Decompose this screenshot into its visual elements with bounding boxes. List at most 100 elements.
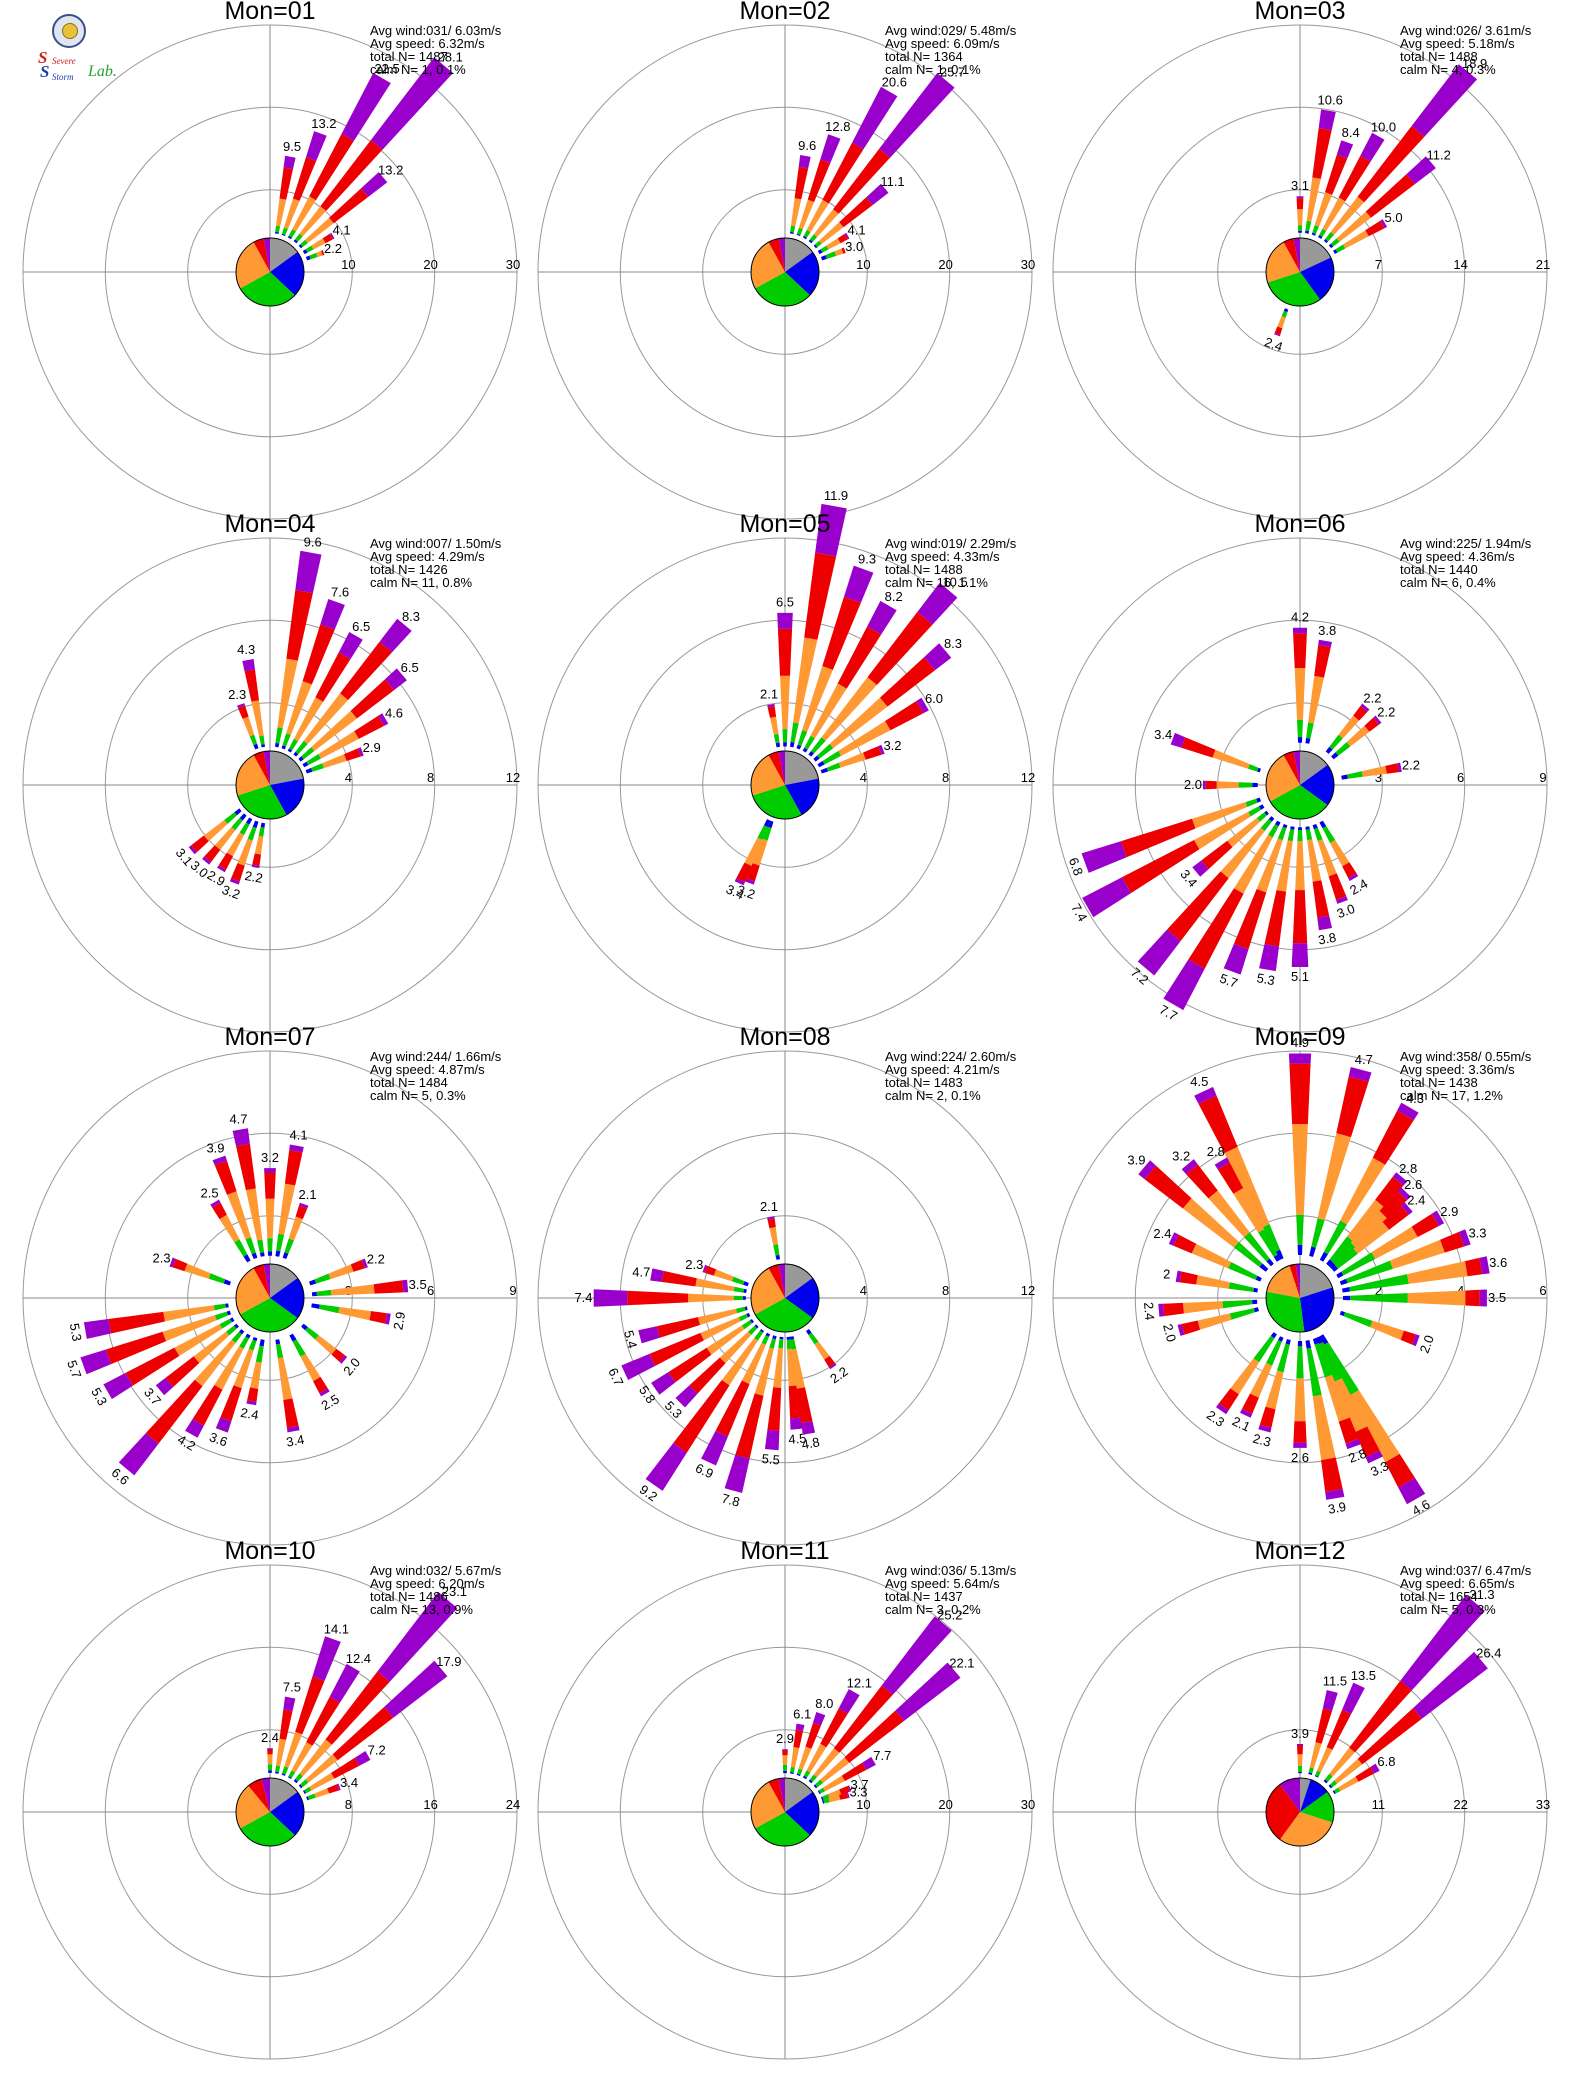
speed-bin-segment xyxy=(1314,1775,1319,1778)
speed-bin-segment xyxy=(1297,225,1303,231)
pie-slice xyxy=(1265,1784,1300,1840)
speed-bin-segment xyxy=(267,1251,273,1256)
speed-bin-segment xyxy=(261,744,265,748)
speed-bin-segment xyxy=(309,252,318,260)
panel-title: Mon=12 xyxy=(1254,1537,1345,1565)
speed-bin-segment xyxy=(757,825,768,840)
stats-line: calm N= 17, 1.2% xyxy=(1400,1088,1503,1103)
speed-bin-segment xyxy=(281,233,286,237)
speed-bin-segment xyxy=(275,1339,281,1345)
speed-bin-segment xyxy=(1177,1324,1185,1336)
direction-bar: 4.1 xyxy=(302,223,351,255)
speed-bin-segment xyxy=(145,1379,203,1444)
bar-value-label: 2.2 xyxy=(1402,757,1420,772)
speed-bin-segment xyxy=(237,838,253,866)
speed-bin-segment xyxy=(328,1264,354,1280)
direction-bar: 9.5 xyxy=(275,139,301,234)
speed-bin-segment xyxy=(1205,780,1217,790)
pie-slice xyxy=(750,242,785,289)
speed-bin-segment xyxy=(277,658,298,729)
bar-value-label: 2.2 xyxy=(244,868,264,886)
bar-value-label: 3.9 xyxy=(1127,1153,1145,1168)
speed-bin-segment xyxy=(361,172,388,197)
speed-bin-segment xyxy=(1283,308,1289,313)
speed-bin-segment xyxy=(1357,1708,1422,1765)
speed-bin-segment xyxy=(752,838,768,866)
speed-bin-segment xyxy=(1255,1275,1262,1282)
stats-line: calm N= 3, 0.2% xyxy=(885,1602,981,1617)
speed-bin-segment xyxy=(1266,1340,1282,1366)
pie-slice xyxy=(1265,1291,1305,1332)
speed-bin-segment xyxy=(767,1216,775,1220)
direction-bar: 13.2 xyxy=(281,116,337,237)
speed-bin-segment xyxy=(293,1779,299,1784)
speed-bin-segment xyxy=(1308,1767,1314,1774)
speed-bin-segment xyxy=(1336,140,1354,159)
speed-bin-segment xyxy=(284,1150,303,1186)
bar-value-label: 5.4 xyxy=(621,1329,640,1350)
speed-bin-segment xyxy=(1319,1334,1329,1345)
pie-slice xyxy=(270,778,305,815)
speed-bin-segment xyxy=(1333,249,1338,254)
speed-bin-segment xyxy=(244,669,259,702)
bar-value-label: 8.4 xyxy=(1342,125,1360,140)
speed-bin-segment xyxy=(839,1792,849,1800)
speed-bin-segment xyxy=(1365,1450,1383,1464)
direction-bar: 8.0 xyxy=(796,1696,833,1777)
speed-bin-segment xyxy=(808,751,814,757)
speed-bin-segment xyxy=(288,1216,303,1241)
speed-bin-segment xyxy=(713,1269,734,1282)
speed-bin-segment xyxy=(809,1774,817,1782)
speed-bin-segment xyxy=(192,1385,223,1426)
speed-bin-segment xyxy=(1349,1680,1412,1753)
speed-bin-segment xyxy=(1385,1453,1415,1488)
speed-bin-segment xyxy=(1336,1076,1369,1138)
speed-bin-segment xyxy=(300,239,308,247)
stats-line: calm N= 11, 0.8% xyxy=(370,575,472,590)
pie-slice xyxy=(1280,1812,1333,1846)
bar-value-label: 3.0 xyxy=(1335,901,1357,921)
direction-bar: 13.2 xyxy=(298,163,403,249)
direction-bar: 2.2 xyxy=(806,1329,851,1386)
speed-bin-segment xyxy=(1431,1210,1445,1226)
speed-bin-segment xyxy=(286,681,312,735)
speed-bin-segment xyxy=(741,1342,766,1385)
speed-bin-segment xyxy=(1313,827,1323,841)
speed-bin-segment xyxy=(1317,839,1337,877)
speed-bin-segment xyxy=(283,1398,299,1428)
speed-bin-segment xyxy=(1182,1301,1223,1314)
speed-bin-segment xyxy=(773,1348,783,1388)
speed-bin-segment xyxy=(306,754,321,766)
bar-value-label: 4.1 xyxy=(290,1128,308,1143)
speed-bin-segment xyxy=(276,1233,285,1252)
bar-value-label: 2.8 xyxy=(1207,1144,1225,1159)
stats-line: Avg speed: 4.33m/s xyxy=(885,549,1000,564)
speed-bin-segment xyxy=(798,199,815,230)
speed-bin-segment xyxy=(214,1346,244,1390)
bar-value-label: 9.3 xyxy=(858,552,876,567)
speed-bin-segment xyxy=(838,752,866,768)
speed-bin-segment xyxy=(782,1764,788,1771)
speed-bin-segment xyxy=(808,1779,813,1784)
speed-bin-segment xyxy=(1266,1258,1274,1267)
speed-bin-segment xyxy=(361,1258,368,1269)
speed-bin-segment xyxy=(790,1417,803,1430)
speed-bin-segment xyxy=(219,1214,240,1243)
direction-bar: 22.5 xyxy=(287,61,400,240)
speed-bin-segment xyxy=(1289,1063,1311,1124)
center-speed-pie xyxy=(750,1777,820,1847)
pie-outline xyxy=(1265,1777,1335,1847)
panel-title: Mon=11 xyxy=(740,1537,829,1565)
speed-bin-segment xyxy=(303,1790,307,1794)
speed-bin-segment xyxy=(817,249,823,255)
ring-tick-label: 4 xyxy=(345,770,352,785)
speed-bin-segment xyxy=(825,251,837,259)
speed-bin-segment xyxy=(844,232,850,240)
bar-value-label: 2.4 xyxy=(1263,334,1285,354)
direction-bar: 6.8 xyxy=(1332,1754,1395,1795)
speed-bin-segment xyxy=(305,245,314,253)
bar-value-label: 22.5 xyxy=(374,61,399,76)
speed-bin-segment xyxy=(234,1323,239,1329)
speed-bin-segment xyxy=(286,590,313,661)
pie-outline xyxy=(750,750,820,820)
